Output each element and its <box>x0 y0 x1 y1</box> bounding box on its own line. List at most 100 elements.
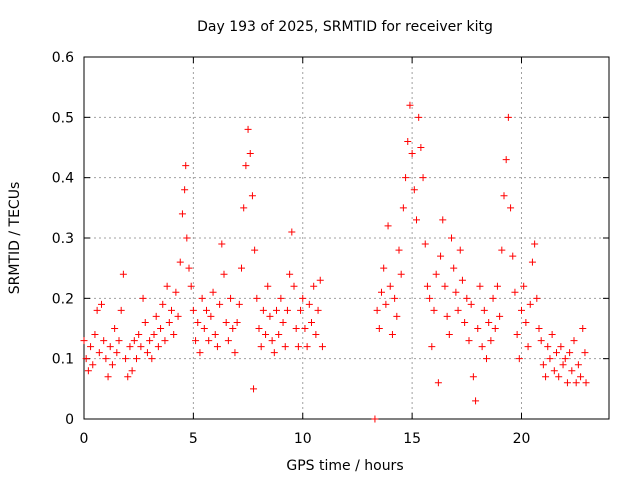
data-point <box>277 294 285 302</box>
data-point <box>246 150 254 158</box>
data-point <box>467 300 475 308</box>
data-point <box>242 162 250 170</box>
data-point <box>397 270 405 278</box>
data-point <box>439 216 447 224</box>
data-point <box>533 294 541 302</box>
data-point <box>301 325 309 332</box>
data-point <box>262 331 270 339</box>
y-tick-label: 0 <box>65 412 74 428</box>
data-point <box>388 331 396 339</box>
data-point <box>218 240 226 248</box>
data-point <box>115 337 123 345</box>
data-point <box>200 325 208 332</box>
data-point <box>478 343 486 351</box>
data-point <box>498 246 506 254</box>
data-point <box>229 325 237 332</box>
data-point <box>448 234 455 242</box>
data-series <box>80 101 590 423</box>
data-point <box>515 355 523 363</box>
y-tick-label: 0.5 <box>52 110 74 126</box>
data-point <box>375 325 383 332</box>
data-point <box>485 318 493 326</box>
data-point <box>130 337 138 345</box>
data-point <box>170 331 178 339</box>
data-point <box>122 355 130 363</box>
data-point <box>222 318 230 326</box>
data-point <box>137 343 145 351</box>
data-point <box>273 306 280 314</box>
data-point <box>539 361 547 369</box>
data-point <box>531 240 539 248</box>
data-point <box>95 349 103 357</box>
data-point <box>275 331 283 339</box>
data-point <box>84 367 92 375</box>
data-point <box>550 367 558 375</box>
data-point <box>154 343 162 351</box>
data-point <box>270 349 278 357</box>
data-point <box>152 312 160 320</box>
data-point <box>283 306 291 314</box>
data-point <box>89 361 97 369</box>
data-point <box>417 144 425 151</box>
data-point <box>100 337 108 345</box>
data-point <box>555 373 563 381</box>
data-point <box>469 373 477 381</box>
data-point <box>489 294 497 302</box>
data-point <box>250 385 258 393</box>
data-point <box>233 318 241 326</box>
data-point <box>502 156 510 164</box>
data-point <box>504 113 512 121</box>
data-point <box>544 343 552 351</box>
data-point <box>480 306 488 314</box>
data-point <box>297 306 305 314</box>
data-point <box>581 349 589 357</box>
data-point <box>553 349 560 357</box>
data-point <box>428 343 436 351</box>
data-point <box>557 343 565 351</box>
data-point <box>111 325 119 332</box>
x-axis-label: GPS time / hours <box>286 458 403 474</box>
data-point <box>257 343 265 351</box>
data-point <box>290 282 298 290</box>
data-point <box>203 306 210 314</box>
data-point <box>224 337 232 345</box>
data-point <box>491 325 499 332</box>
data-point <box>577 373 585 381</box>
data-point <box>143 349 151 357</box>
data-point <box>198 294 206 302</box>
data-point <box>80 337 88 345</box>
data-point <box>181 186 189 194</box>
data-point <box>255 325 263 332</box>
data-point <box>113 349 121 357</box>
data-point <box>150 331 158 339</box>
x-axis: 0 5 10 15 20 <box>80 57 530 447</box>
data-point <box>559 361 567 369</box>
data-point <box>528 258 536 266</box>
data-point <box>507 204 515 212</box>
data-point <box>535 325 543 332</box>
data-point <box>119 270 127 278</box>
y-axis: 0 0.1 0.2 0.3 0.4 0.5 0.6 <box>52 50 609 428</box>
data-point <box>266 312 274 320</box>
data-point <box>87 343 95 351</box>
data-point <box>189 306 197 314</box>
data-point <box>93 306 101 314</box>
data-point <box>209 288 217 296</box>
data-point <box>437 252 445 260</box>
data-point <box>98 300 105 308</box>
data-point <box>458 276 466 284</box>
data-point <box>310 282 318 290</box>
data-point <box>518 306 525 314</box>
data-point <box>172 288 180 296</box>
data-point <box>117 306 125 314</box>
data-point <box>205 337 213 345</box>
data-point <box>572 379 580 387</box>
data-point <box>393 312 401 320</box>
data-point <box>421 240 429 248</box>
data-point <box>248 192 256 200</box>
data-point <box>213 343 221 351</box>
data-point <box>546 355 554 363</box>
data-point <box>423 282 431 290</box>
y-tick-label: 0.2 <box>52 291 74 307</box>
